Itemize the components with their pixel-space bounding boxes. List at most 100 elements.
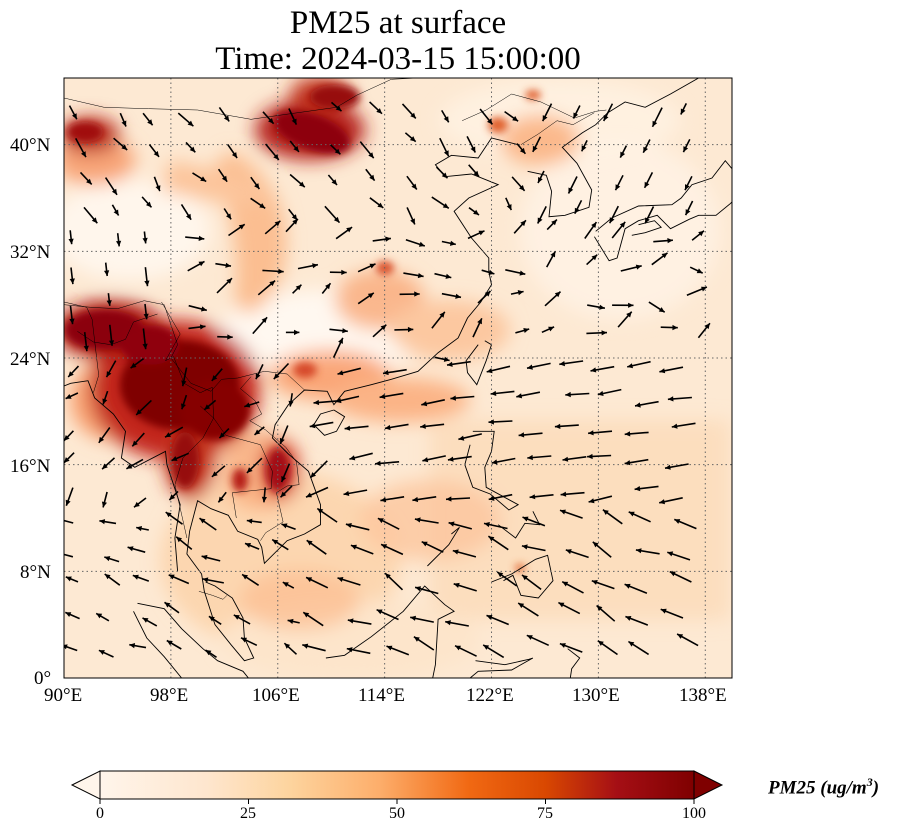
wind-arrow (659, 366, 684, 374)
wind-arrow (264, 220, 281, 235)
wind-arrow (414, 586, 439, 595)
wind-arrow (305, 576, 329, 589)
wind-arrow (505, 269, 526, 276)
wind-arrow (279, 485, 293, 498)
wind-arrow (211, 368, 223, 382)
lon-tick-label: 114°E (358, 685, 405, 706)
wind-arrow (357, 263, 376, 273)
wind-arrow (240, 637, 258, 647)
lon-tick-label: 138°E (679, 685, 727, 706)
wind-arrow (203, 399, 217, 411)
colorbar-tick-label: 50 (389, 805, 405, 822)
wind-arrow (541, 103, 553, 122)
wind-arrow (399, 291, 420, 297)
wind-arrow (377, 517, 400, 530)
plot-frame (63, 77, 733, 679)
wind-arrow (481, 269, 495, 275)
wind-arrow (337, 577, 361, 586)
wind-arrow (64, 611, 80, 620)
wind-arrow (588, 495, 613, 504)
wind-arrow (468, 164, 480, 178)
wind-arrow (250, 197, 266, 209)
wind-arrow (218, 428, 230, 439)
wind-arrow (642, 139, 651, 154)
wind-arrow (347, 618, 372, 625)
wind-arrow (283, 642, 298, 655)
wind-arrow (684, 200, 694, 216)
wind-arrow (287, 618, 300, 624)
wind-arrow (380, 496, 405, 503)
pm25-field (64, 78, 732, 678)
wind-arrow (104, 573, 121, 586)
wind-arrow (574, 199, 583, 215)
wind-arrow (450, 395, 475, 401)
wind-arrow (634, 400, 659, 408)
wind-arrow (673, 518, 697, 530)
wind-arrow (479, 108, 494, 125)
wind-arrow (686, 286, 708, 297)
wind-arrow (619, 145, 628, 158)
wind-arrow (516, 143, 527, 155)
wind-arrow (335, 226, 353, 240)
coastline (631, 220, 663, 236)
lat-tick-label: 8°N (20, 562, 51, 583)
wind-arrow (164, 426, 184, 438)
wind-arrow (127, 546, 146, 553)
wind-arrow (691, 230, 705, 241)
wind-arrow (597, 640, 618, 656)
wind-arrow (384, 423, 409, 431)
wind-arrow (187, 260, 205, 272)
wind-arrow (309, 421, 334, 429)
wind-arrow (545, 251, 557, 268)
wind-arrow (132, 574, 150, 582)
wind-arrow (153, 176, 161, 192)
wind-arrow (144, 267, 150, 287)
wind-arrow (306, 539, 327, 555)
wind-arrow (64, 553, 74, 558)
wind-arrow (559, 360, 584, 367)
wind-arrow (648, 301, 666, 313)
coastline (464, 430, 520, 511)
wind-arrow (565, 549, 589, 559)
wind-arrow (671, 422, 696, 429)
coastline (469, 657, 534, 678)
wind-arrow (262, 111, 275, 125)
wind-arrow (288, 393, 294, 407)
wind-arrow (119, 112, 127, 127)
wind-arrow (431, 311, 446, 329)
wind-arrow (628, 511, 651, 523)
wind-arrow (181, 367, 188, 387)
wind-arrow (330, 144, 341, 155)
wind-arrow (321, 282, 332, 295)
wind-arrow (280, 463, 291, 483)
wind-arrow (217, 168, 228, 183)
wind-arrow (536, 206, 547, 224)
map-title: PM25 at surface (289, 5, 507, 41)
wind-arrow (177, 112, 194, 127)
wind-arrow (394, 326, 414, 333)
wind-arrow (596, 604, 616, 622)
wind-arrow (297, 263, 319, 270)
wind-arrow (65, 392, 79, 400)
wind-arrow (135, 399, 152, 416)
wind-arrow (653, 238, 673, 244)
wind-arrow (199, 517, 217, 531)
wind-arrow (142, 112, 154, 126)
wind-arrow (546, 219, 558, 231)
wind-arrow (421, 540, 444, 553)
wind-arrow (142, 617, 158, 627)
wind-arrow (511, 176, 526, 192)
wind-arrow (218, 106, 230, 122)
wind-arrow (559, 509, 583, 519)
wind-arrow (271, 538, 289, 551)
wind-arrow (175, 536, 193, 551)
wind-arrow (458, 433, 482, 441)
wind-arrow (257, 279, 276, 296)
coastline-layer (64, 78, 732, 678)
wind-arrow (515, 328, 530, 334)
wind-arrow (445, 496, 471, 502)
coastline (427, 526, 460, 567)
wind-arrow (133, 497, 147, 508)
wind-arrow (587, 453, 612, 460)
wind-arrow (643, 172, 654, 189)
